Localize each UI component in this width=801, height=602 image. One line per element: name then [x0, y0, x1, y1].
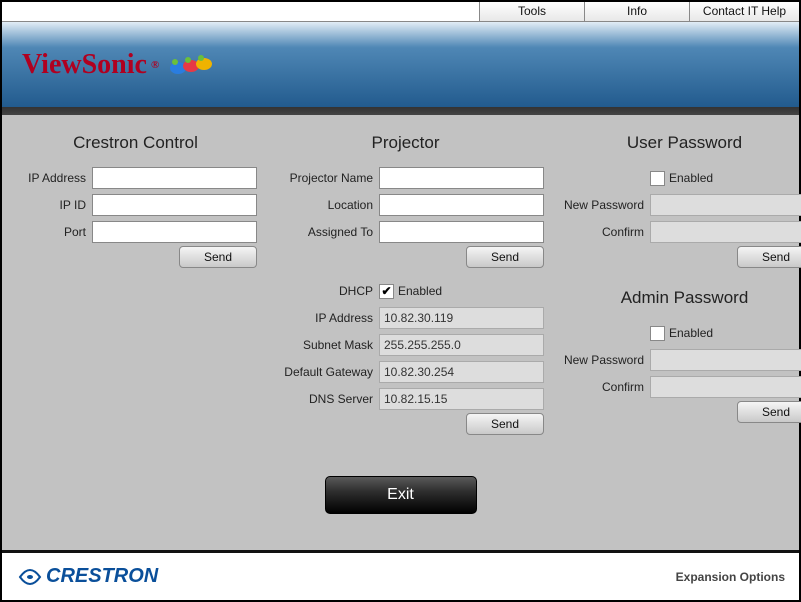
subnet-label: Subnet Mask: [267, 338, 379, 352]
crestron-title: Crestron Control: [14, 133, 257, 153]
info-tab[interactable]: Info: [584, 2, 689, 21]
projector-name-input[interactable]: [379, 167, 544, 189]
crestron-ipid-input[interactable]: [92, 194, 257, 216]
birds-icon: [163, 48, 215, 82]
crestron-port-input[interactable]: [92, 221, 257, 243]
viewsonic-logo: ViewSonic ®: [22, 48, 215, 82]
projector-title: Projector: [267, 133, 544, 153]
dns-input: [379, 388, 544, 410]
projector-assigned-label: Assigned To: [267, 225, 379, 239]
user-enabled-checkbox[interactable]: [650, 171, 665, 186]
crestron-port-row: Port: [14, 219, 257, 245]
projector-send2-button[interactable]: Send: [466, 413, 544, 435]
admin-confirm-label: Confirm: [554, 380, 650, 394]
top-menu: Tools Info Contact IT Help: [2, 2, 799, 22]
crestron-ipid-row: IP ID: [14, 192, 257, 218]
exit-wrap: Exit: [325, 476, 477, 514]
crestron-ip-input[interactable]: [92, 167, 257, 189]
footer: CRESTRON Expansion Options: [2, 550, 799, 600]
crestron-send-button[interactable]: Send: [179, 246, 257, 268]
contact-tab[interactable]: Contact IT Help: [689, 2, 799, 21]
projector-location-label: Location: [267, 198, 379, 212]
user-newpw-label: New Password: [554, 198, 650, 212]
user-pw-title: User Password: [554, 133, 801, 153]
page: Tools Info Contact IT Help ViewSonic ® Cr…: [0, 0, 801, 602]
admin-newpw-input[interactable]: [650, 349, 801, 371]
admin-newpw-label: New Password: [554, 353, 650, 367]
dhcp-checkbox[interactable]: ✔: [379, 284, 394, 299]
divider-bar: [2, 107, 799, 115]
crestron-ip-label: IP Address: [14, 171, 92, 185]
admin-enabled-checkbox[interactable]: [650, 326, 665, 341]
proj-ip-input: [379, 307, 544, 329]
projector-name-label: Projector Name: [267, 171, 379, 185]
gateway-input: [379, 361, 544, 383]
brand-name: ViewSonic: [22, 49, 147, 81]
user-confirm-input[interactable]: [650, 221, 801, 243]
projector-location-input[interactable]: [379, 194, 544, 216]
crestron-ipid-label: IP ID: [14, 198, 92, 212]
user-enabled-label: Enabled: [669, 171, 713, 185]
subnet-input: [379, 334, 544, 356]
expansion-options-link[interactable]: Expansion Options: [676, 570, 785, 584]
crestron-port-label: Port: [14, 225, 92, 239]
user-confirm-label: Confirm: [554, 225, 650, 239]
crestron-ip-row: IP Address: [14, 165, 257, 191]
dhcp-label: DHCP: [267, 284, 379, 298]
crestron-swirl-icon: [16, 567, 44, 587]
projector-assigned-input[interactable]: [379, 221, 544, 243]
crestron-logo: CRESTRON: [16, 565, 158, 588]
admin-pw-title: Admin Password: [554, 288, 801, 308]
user-send-button[interactable]: Send: [737, 246, 801, 268]
user-newpw-input[interactable]: [650, 194, 801, 216]
brand-reg: ®: [151, 59, 159, 71]
admin-send-button[interactable]: Send: [737, 401, 801, 423]
projector-send1-button[interactable]: Send: [466, 246, 544, 268]
password-column: User Password Enabled New Password Confi…: [554, 133, 801, 540]
tools-tab[interactable]: Tools: [479, 2, 584, 21]
gateway-label: Default Gateway: [267, 365, 379, 379]
crestron-column: Crestron Control IP Address IP ID Port S…: [14, 133, 257, 540]
content-area: Crestron Control IP Address IP ID Port S…: [2, 115, 799, 550]
crestron-text: CRESTRON: [46, 565, 158, 588]
header-banner: ViewSonic ®: [2, 22, 799, 107]
proj-ip-label: IP Address: [267, 311, 379, 325]
exit-button[interactable]: Exit: [325, 476, 477, 514]
dhcp-enabled-label: Enabled: [398, 284, 442, 298]
admin-confirm-input[interactable]: [650, 376, 801, 398]
dns-label: DNS Server: [267, 392, 379, 406]
admin-enabled-label: Enabled: [669, 326, 713, 340]
